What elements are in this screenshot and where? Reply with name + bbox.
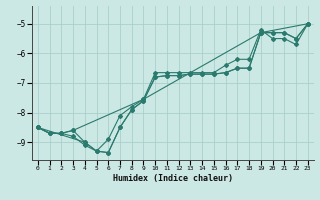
X-axis label: Humidex (Indice chaleur): Humidex (Indice chaleur): [113, 174, 233, 183]
